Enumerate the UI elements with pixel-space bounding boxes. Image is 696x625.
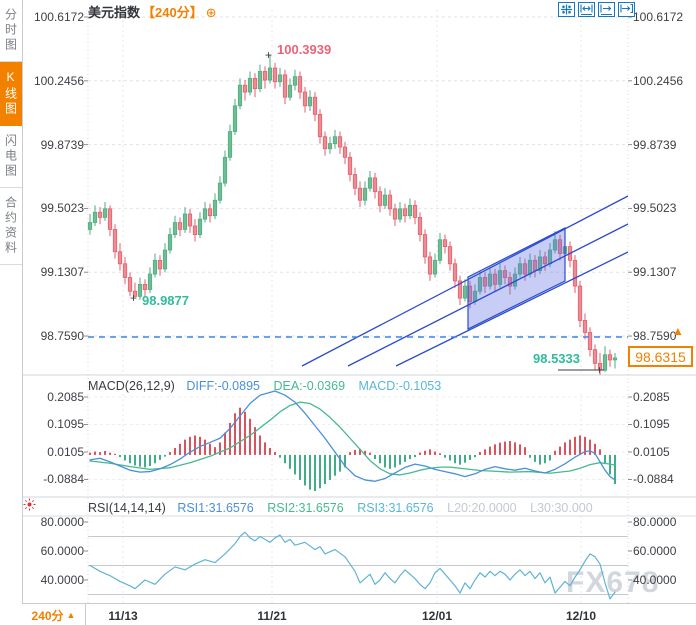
time-axis-bar: 240分 ▲ 11/13 11/21 12/01 12/10	[22, 603, 696, 625]
price-axis-label: 100.2456	[633, 73, 684, 88]
macd-axis-label: -0.0884	[43, 472, 84, 487]
macd-axis-label: 0.2085	[633, 389, 670, 404]
symbol-title: 美元指数	[88, 5, 141, 20]
date-label-11/13: 11/13	[108, 609, 138, 623]
pan-right-icon[interactable]	[618, 2, 635, 17]
date-label-12/01: 12/01	[421, 609, 453, 623]
rsi2-value: RSI2:31.6576	[267, 501, 344, 515]
period-high-marker: +	[265, 48, 273, 62]
marked-low-label: 98.9877	[142, 293, 189, 308]
price-axis-label: 98.7590	[40, 329, 84, 344]
sidebar-tab-合约资料[interactable]: 合约资料	[0, 188, 22, 265]
rsi-axis-label: 80.0000	[40, 515, 84, 529]
macd-indicator	[89, 390, 616, 492]
rsi1-value: RSI1:31.6576	[177, 501, 254, 515]
sidebar-tab-K线图[interactable]: K线图	[0, 62, 22, 126]
date-label-12/10: 12/10	[565, 609, 597, 623]
trend-channel[interactable]	[301, 195, 629, 367]
rsi-axis-label: 40.0000	[633, 573, 677, 587]
macd-axis-label: 0.0105	[47, 445, 84, 459]
price-axis-label: 100.6172	[33, 10, 84, 24]
price-axis-label: 99.8739	[633, 137, 677, 152]
chart-type-sidebar: 分时图 K线图 闪电图 合约资料	[0, 0, 23, 625]
interval-dropdown-arrow-icon: ▲	[66, 610, 76, 620]
rsi-axis-label: 80.0000	[633, 515, 677, 529]
zoom-out-icon[interactable]	[598, 2, 615, 17]
macd-axis-label: -0.0884	[633, 472, 674, 487]
macd-axis-label: 0.0105	[633, 445, 670, 459]
chart-header: 美元指数 【240分】 ⊕	[88, 2, 217, 20]
last-price-tag: 98.6315	[628, 346, 693, 367]
rsi-axis-label: 60.0000	[633, 544, 677, 558]
candlestick-series	[87, 55, 618, 375]
macd-axis-label: 0.1095	[47, 417, 84, 432]
macd-header: MACD(26,12,9) DIFF:-0.0895 DEA:-0.0369 M…	[88, 379, 441, 393]
rsi-header: RSI(14,14,14) RSI1:31.6576 RSI2:31.6576 …	[88, 501, 593, 515]
macd-diff-value: DIFF:-0.0895	[186, 379, 260, 393]
rsi-axis-label: 60.0000	[40, 544, 84, 558]
macd-axis-label: 0.1095	[633, 417, 670, 432]
sidebar-tab-闪电图[interactable]: 闪电图	[0, 126, 22, 188]
chart-toolbar	[558, 2, 635, 17]
interval-selector[interactable]: 240分 ▲	[22, 604, 86, 625]
interval-tag[interactable]: 【240分】	[142, 5, 203, 20]
price-axis-label: 99.5023	[40, 201, 84, 216]
rsi-l30-value: L30:30.000	[530, 501, 593, 515]
price-axis-label: 98.7590	[633, 329, 677, 344]
zoom-in-icon[interactable]	[578, 2, 595, 17]
expand-icon[interactable]: ⊕	[205, 5, 217, 20]
macd-axis-label: 0.2085	[47, 389, 84, 404]
crosshair-icon[interactable]	[558, 2, 575, 17]
price-axis-label: 99.5023	[633, 201, 677, 216]
period-high-label: 100.3939	[277, 42, 332, 57]
price-up-arrow-icon: ▲	[672, 324, 684, 338]
price-axis-label: 99.1307	[633, 265, 677, 280]
price-axis-label: 99.8739	[40, 137, 84, 152]
price-axis-label: 100.6172	[633, 10, 684, 24]
sidebar-tab-分时图[interactable]: 分时图	[0, 0, 22, 62]
date-label-11/21: 11/21	[257, 609, 287, 623]
macd-dea-value: DEA:-0.0369	[273, 379, 346, 393]
macd-title: MACD(26,12,9)	[88, 379, 175, 393]
rsi-axis-label: 40.0000	[40, 573, 84, 587]
session-low-label: 98.5333	[533, 351, 580, 366]
interval-label: 240分	[31, 608, 64, 623]
rsi-l20-value: L20:20.0000	[447, 501, 517, 515]
rsi-indicator	[88, 531, 628, 600]
price-axis-label: 100.2456	[33, 73, 84, 88]
macd-macd-value: MACD:-0.1053	[358, 379, 442, 393]
session-low-marker: +	[596, 363, 604, 377]
marked-low-marker: +	[130, 291, 138, 305]
rsi-title: RSI(14,14,14)	[88, 501, 166, 515]
rsi3-value: RSI3:31.6576	[357, 501, 434, 515]
price-axis-label: 99.1307	[40, 265, 84, 280]
indicator-alert-icon[interactable]	[23, 498, 36, 516]
